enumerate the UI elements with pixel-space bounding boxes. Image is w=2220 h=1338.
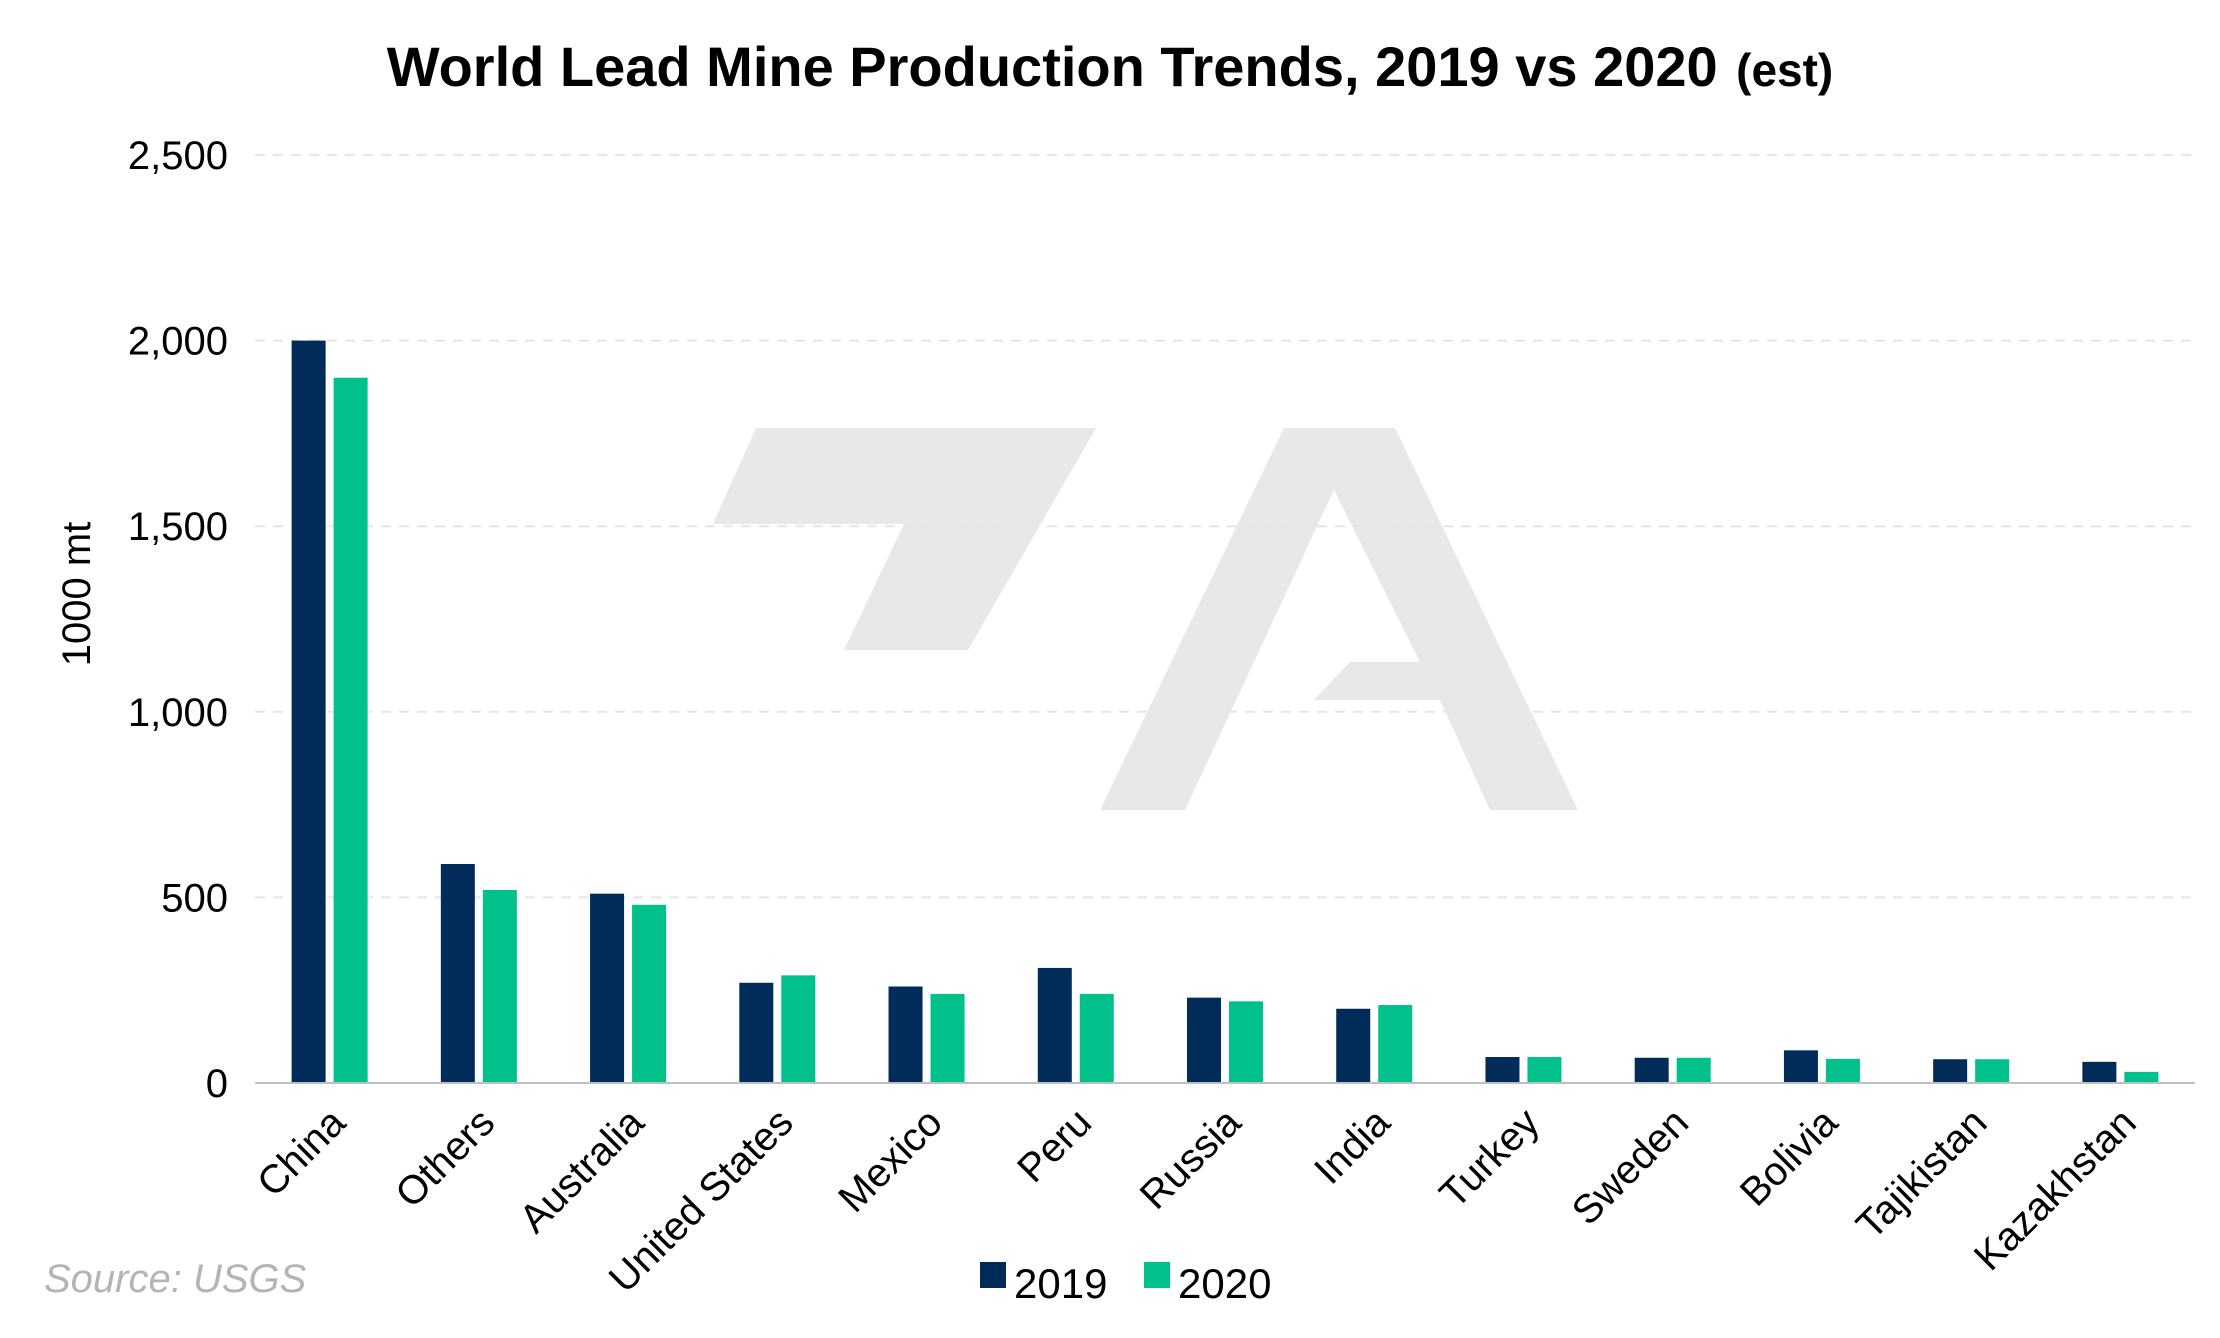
legend-label-2020: 2020 bbox=[1178, 1260, 1271, 1307]
bar-2020-others bbox=[482, 889, 517, 1083]
bar-2020-china bbox=[333, 377, 368, 1084]
source-note: Source: USGS bbox=[44, 1257, 307, 1301]
x-tick-label: Australia bbox=[511, 1100, 653, 1242]
bar-2019-peru bbox=[1037, 967, 1072, 1083]
bar-2019-russia bbox=[1187, 997, 1221, 1083]
bar-2019-india bbox=[1336, 1008, 1371, 1083]
bar-2019-australia bbox=[590, 893, 625, 1083]
bar-2020-tajikistan bbox=[1975, 1059, 2010, 1083]
bar-2019-turkey bbox=[1485, 1057, 1520, 1083]
bar-2019-others bbox=[440, 863, 475, 1083]
bar-2019-mexico bbox=[888, 986, 923, 1083]
x-tick-label: Turkey bbox=[1431, 1100, 1548, 1217]
gridlines bbox=[255, 154, 2195, 899]
x-tick-label: Kazakhstan bbox=[1966, 1100, 2145, 1279]
legend: 2019 2020 bbox=[980, 1260, 1271, 1307]
x-tick-label: Sweden bbox=[1564, 1100, 1697, 1233]
bar-2019-sweden bbox=[1634, 1057, 1669, 1083]
bar-2020-united-states bbox=[781, 975, 816, 1083]
y-axis-label: 1000 mt bbox=[55, 522, 99, 667]
x-tick-label: Others bbox=[387, 1100, 503, 1216]
legend-label-2019: 2019 bbox=[1014, 1260, 1107, 1307]
chart-title: World Lead Mine Production Trends, 2019 … bbox=[387, 35, 1718, 98]
bar-2020-india bbox=[1378, 1005, 1413, 1083]
bar-2019-united-states bbox=[739, 982, 774, 1083]
bars bbox=[291, 340, 2159, 1084]
y-tick-label: 2,500 bbox=[128, 134, 228, 178]
legend-swatch-2020 bbox=[1144, 1262, 1170, 1288]
x-tick-label: Bolivia bbox=[1732, 1100, 1847, 1215]
x-tick-label: China bbox=[249, 1100, 355, 1206]
bar-2019-tajikistan bbox=[1933, 1059, 1968, 1083]
logo-watermark bbox=[713, 428, 1578, 810]
bar-2020-australia bbox=[632, 904, 667, 1083]
x-tick-label: Mexico bbox=[830, 1100, 951, 1221]
bar-2020-russia bbox=[1229, 1001, 1263, 1083]
y-tick-label: 0 bbox=[206, 1062, 228, 1106]
y-tick-label: 1,500 bbox=[128, 505, 228, 549]
bar-2019-bolivia bbox=[1783, 1050, 1818, 1083]
legend-swatch-2019 bbox=[980, 1262, 1006, 1288]
x-tick-label: Peru bbox=[1009, 1100, 1100, 1191]
x-tick-label: Tajikistan bbox=[1848, 1100, 1995, 1247]
x-tick-label: Russia bbox=[1132, 1100, 1250, 1218]
bar-2020-peru bbox=[1079, 993, 1114, 1083]
bar-2020-bolivia bbox=[1825, 1058, 1860, 1083]
x-tick-label: India bbox=[1306, 1100, 1399, 1193]
bar-2020-turkey bbox=[1527, 1057, 1562, 1083]
bar-2020-kazakhstan bbox=[2124, 1071, 2159, 1083]
bar-2019-china bbox=[291, 340, 326, 1084]
chart-title-suffix: (est) bbox=[1736, 44, 1833, 96]
chart-title-group: World Lead Mine Production Trends, 2019 … bbox=[387, 35, 1834, 98]
y-tick-label: 2,000 bbox=[128, 320, 228, 364]
bar-2020-mexico bbox=[930, 993, 965, 1083]
bar-2020-sweden bbox=[1676, 1057, 1711, 1083]
bar-2019-kazakhstan bbox=[2082, 1061, 2117, 1083]
y-tick-label: 1,000 bbox=[128, 691, 228, 735]
y-tick-label: 500 bbox=[161, 876, 228, 920]
y-tick-labels: 0 500 1,000 1,500 2,000 2,500 bbox=[128, 134, 228, 1106]
